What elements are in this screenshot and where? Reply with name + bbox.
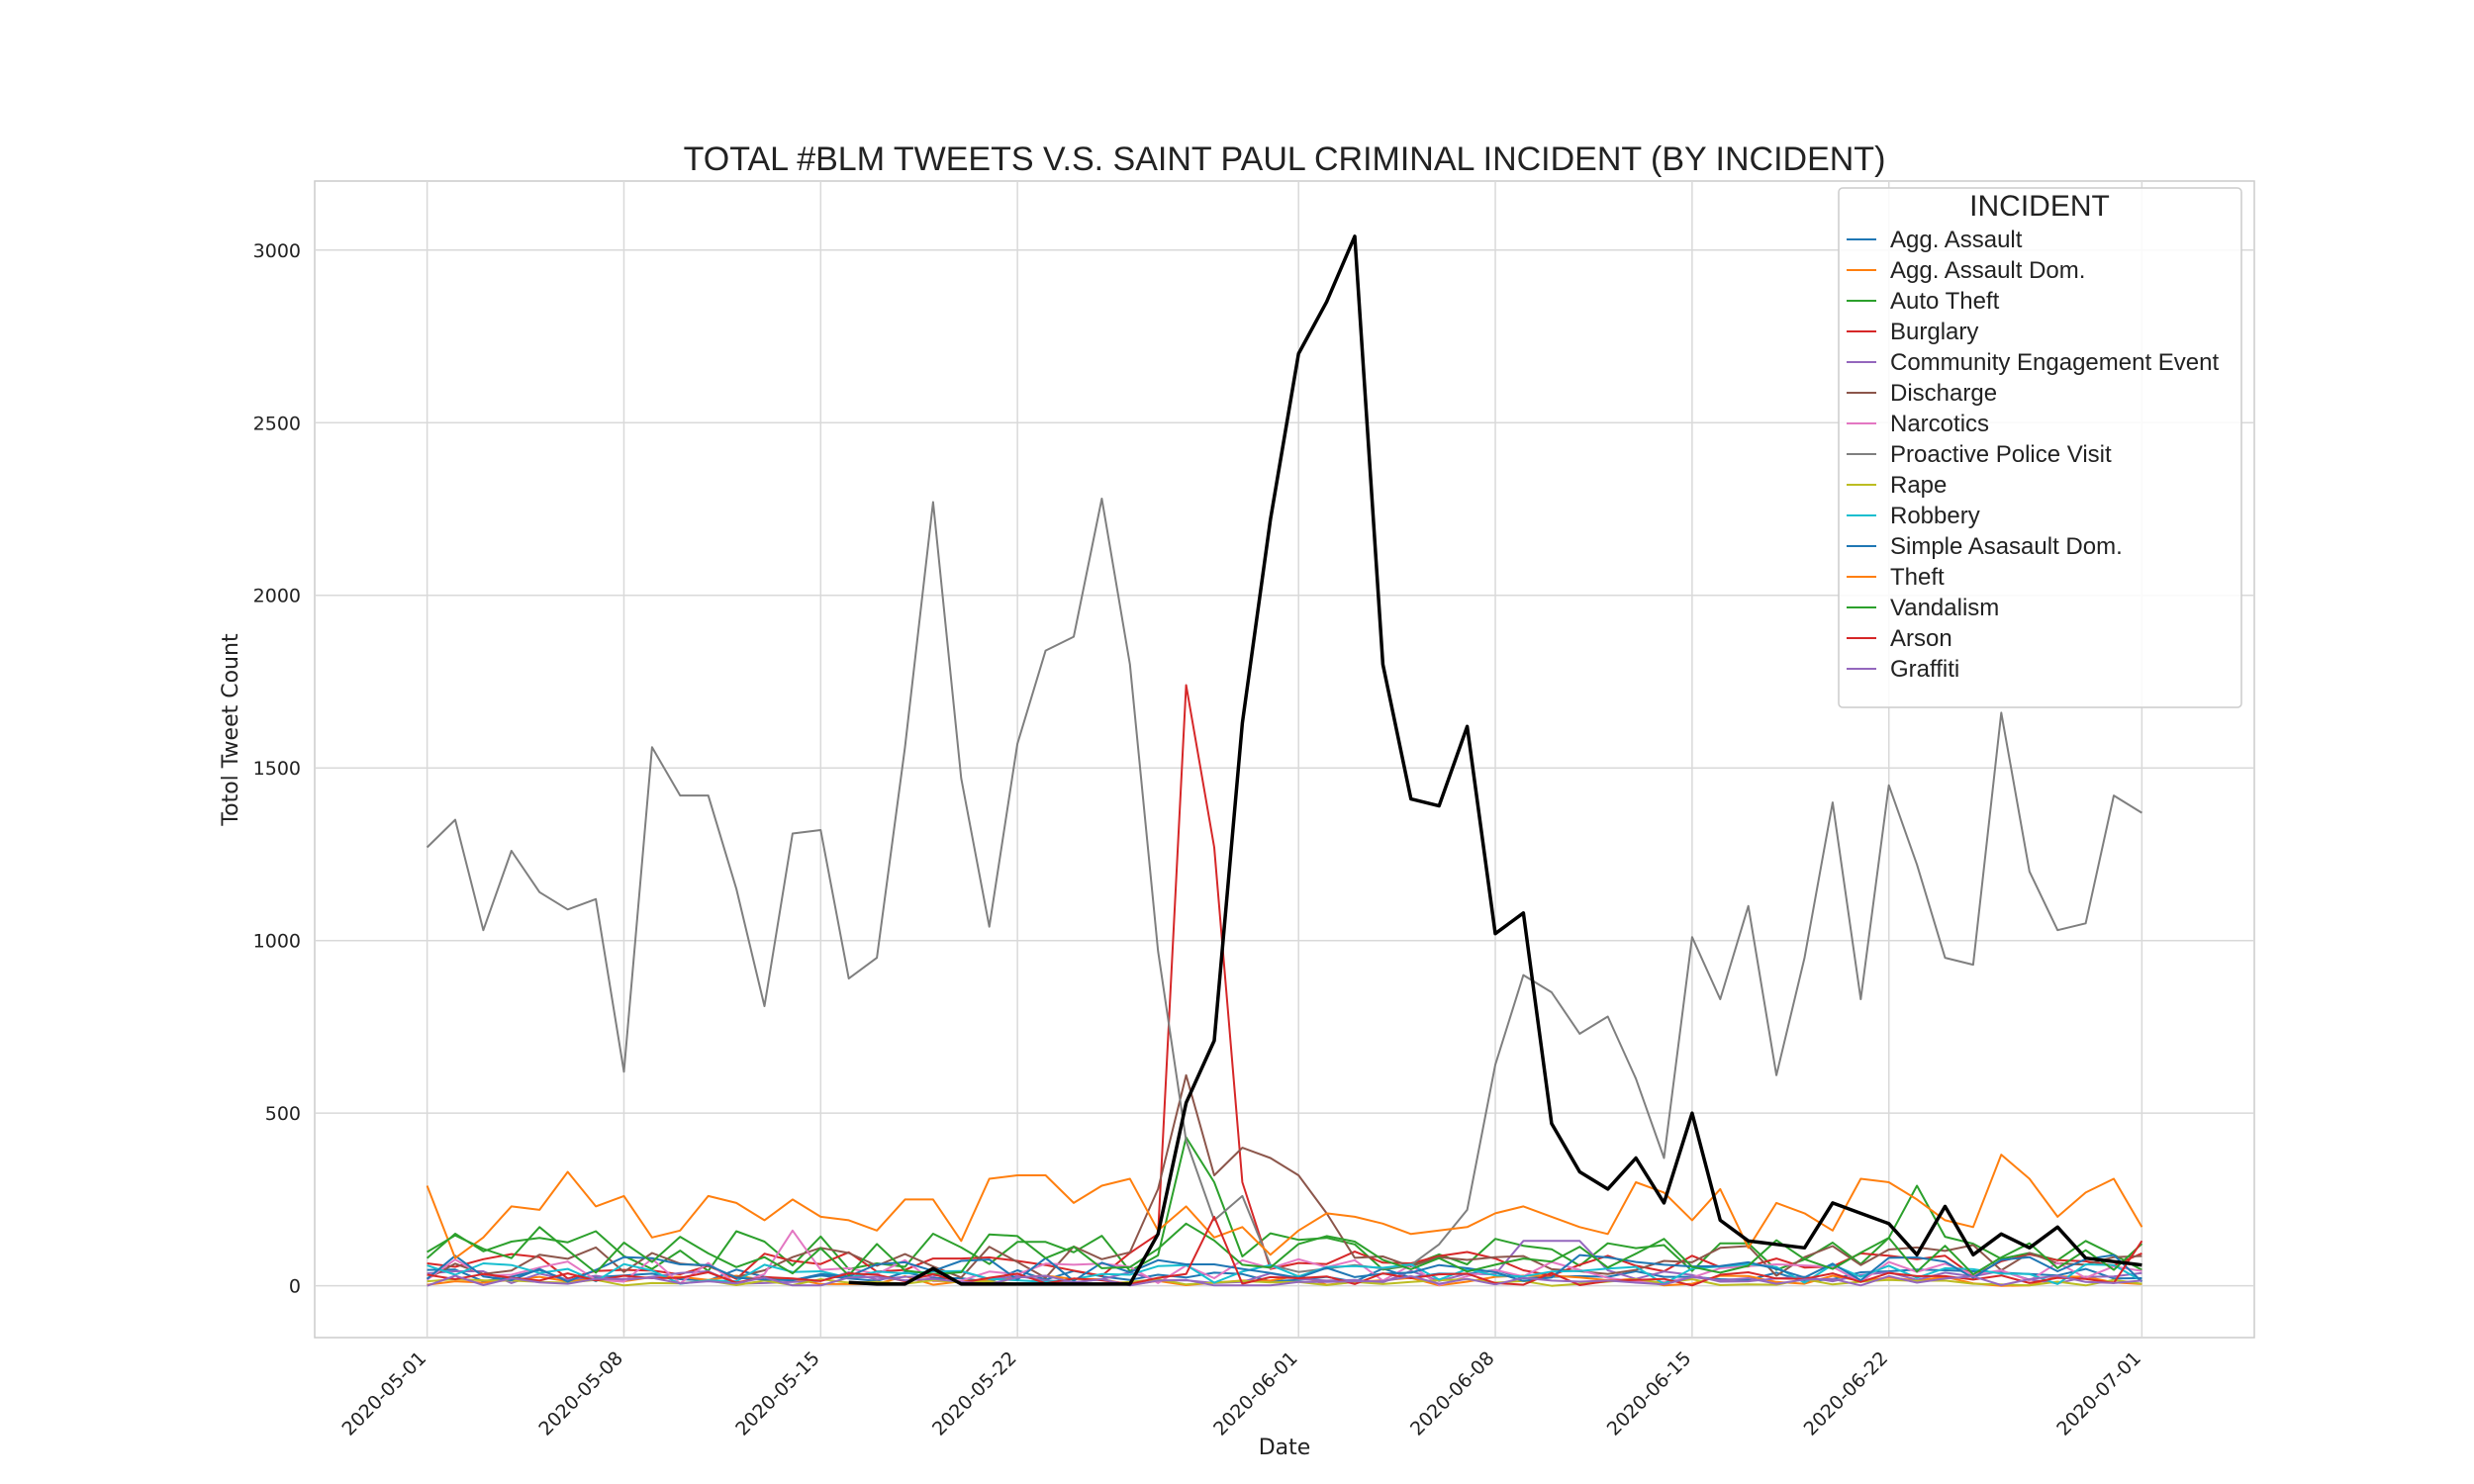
legend-entry: Rape xyxy=(1890,472,1947,499)
legend-entry: Auto Theft xyxy=(1890,288,2000,315)
legend-box xyxy=(1838,187,2242,708)
series-line-total-blm-tweets xyxy=(848,234,2142,1286)
legend-entry: Theft xyxy=(1890,564,1945,591)
y-tick-label: 2500 xyxy=(253,413,301,434)
series-line-arson xyxy=(427,1215,2143,1287)
y-tick-label: 3000 xyxy=(253,240,301,262)
legend-entry: Proactive Police Visit xyxy=(1890,441,2112,468)
legend-entry: Agg. Assault Dom. xyxy=(1890,257,2085,284)
legend-entry: Narcotics xyxy=(1890,411,1989,437)
y-axis-label: Totol Tweet Count xyxy=(219,633,243,827)
y-tick-label: 1000 xyxy=(253,931,301,953)
x-axis-label: Date xyxy=(1259,1436,1311,1460)
legend-entry: Simple Asasault Dom. xyxy=(1890,533,2123,560)
series-layer xyxy=(426,234,2143,1287)
legend-title: INCIDENT xyxy=(1969,190,2110,223)
series-line-proactive-police-visit xyxy=(426,498,2142,1273)
legend-entry: Discharge xyxy=(1890,380,1997,407)
legend-entry: Robbery xyxy=(1890,503,1980,529)
y-tick-label: 0 xyxy=(289,1276,301,1298)
legend-entry: Arson xyxy=(1890,625,1952,652)
series-line-vandalism xyxy=(427,1222,2143,1277)
chart-title: TOTAL #BLM TWEETS V.S. SAINT PAUL CRIMIN… xyxy=(684,140,1886,178)
y-tick-label: 500 xyxy=(265,1103,301,1125)
series-line-auto-theft xyxy=(426,1136,2142,1272)
series-line-robbery xyxy=(427,1262,2142,1285)
legend-entry: Community Engagement Event xyxy=(1890,349,2220,376)
series-line-simple-asasault-dom xyxy=(426,1253,2143,1283)
legend-entry: Burglary xyxy=(1890,319,1978,345)
y-tick-label: 2000 xyxy=(253,586,301,607)
series-line-graffiti xyxy=(427,1274,2142,1287)
y-tick-label: 1500 xyxy=(253,758,301,780)
legend-entry: Graffiti xyxy=(1890,656,1959,683)
legend-entry: Agg. Assault xyxy=(1890,227,2023,253)
legend-entry: Vandalism xyxy=(1890,595,1999,621)
series-line-theft xyxy=(426,1154,2143,1259)
y-axis: 0 500 1000 1500 2000 2500 3000 xyxy=(253,240,301,1298)
gridlines xyxy=(315,181,2254,1338)
legend: INCIDENT Agg. Assault Agg. Assault Dom. Au… xyxy=(1838,187,2242,708)
